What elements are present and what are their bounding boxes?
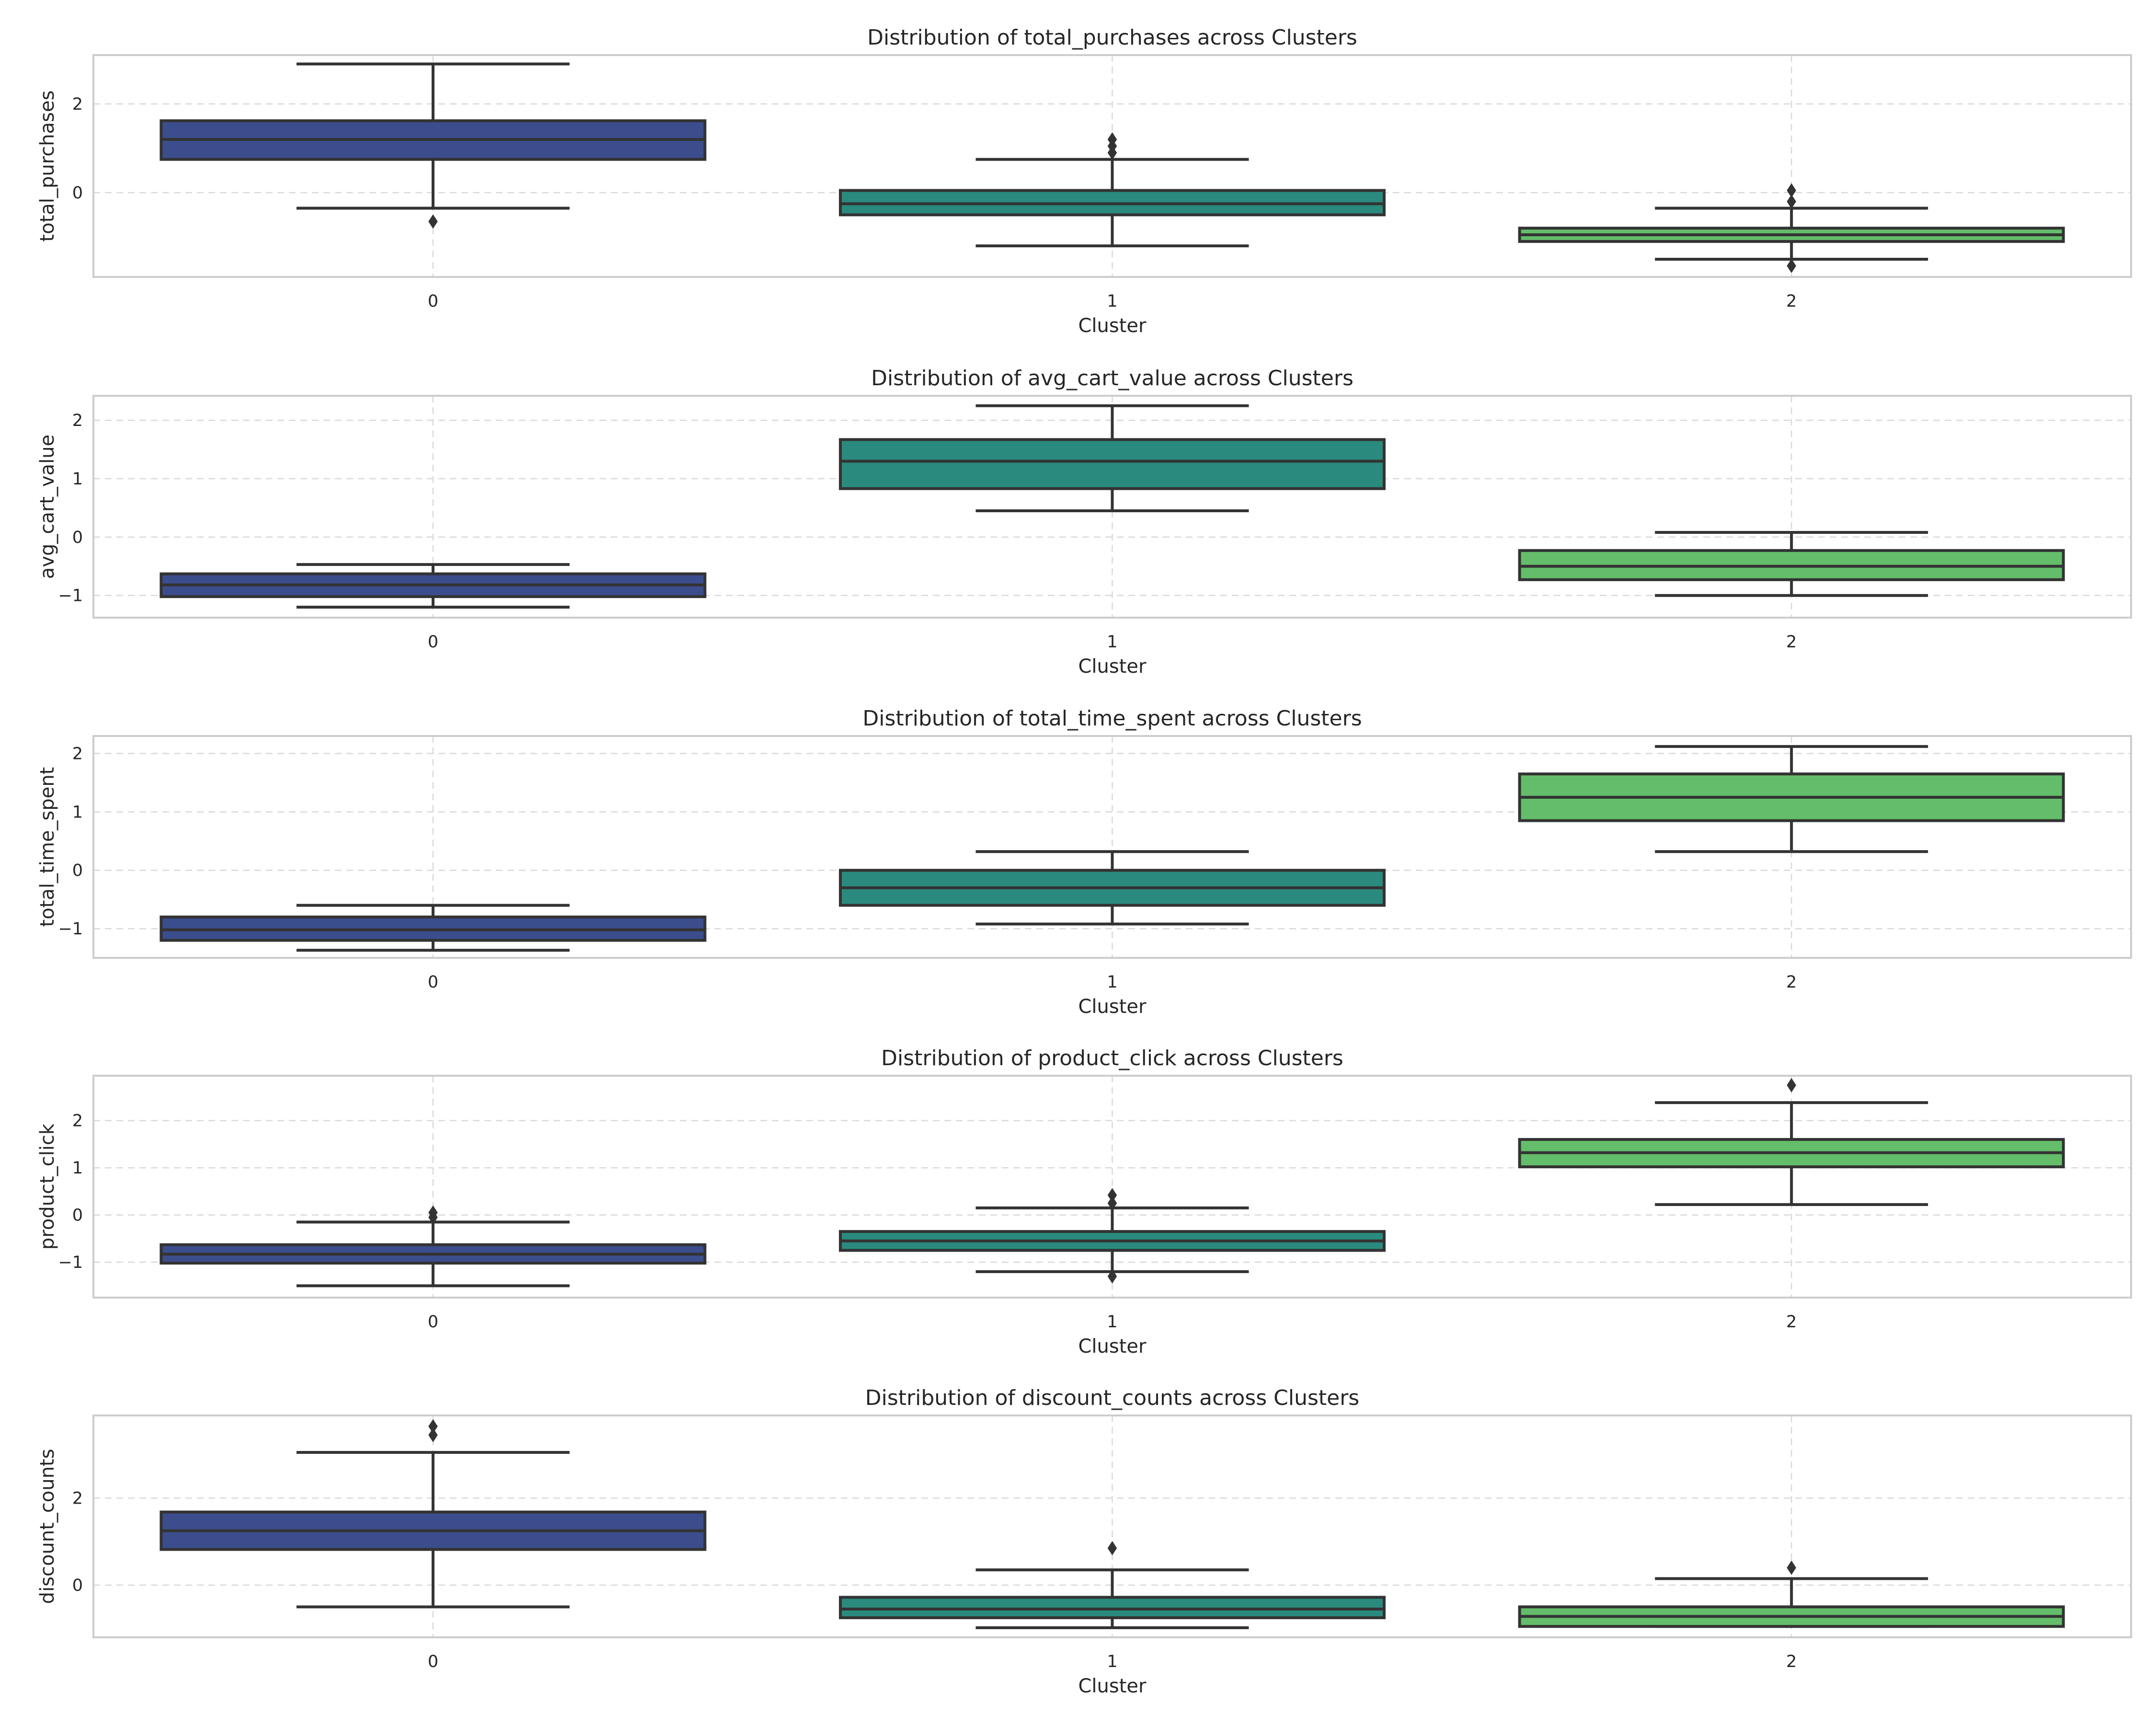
box-cluster-2 — [1518, 1078, 2065, 1206]
iqr-box — [839, 1596, 1386, 1620]
x-tick-label: 2 — [1786, 1652, 1797, 1671]
plot-frame — [92, 1075, 2132, 1299]
y-tick-label: 0 — [72, 1576, 83, 1595]
y-tick-label: 2 — [72, 1112, 83, 1131]
box-cluster-2 — [1518, 745, 2065, 853]
y-tick-label: 0 — [72, 1206, 83, 1225]
chart-panel-3: Distribution of product_click across Clu… — [36, 1046, 2132, 1357]
y-axis-label: product_click — [36, 1123, 58, 1250]
x-tick-label: 1 — [1107, 973, 1117, 992]
plot-frame — [92, 735, 2132, 959]
x-tick-label: 2 — [1786, 632, 1797, 652]
x-tick-label: 0 — [428, 973, 438, 992]
chart-title: Distribution of product_click across Clu… — [881, 1046, 1343, 1070]
y-tick-label: 0 — [72, 861, 83, 880]
box-cluster-1 — [839, 1541, 1386, 1630]
box-cluster-1 — [839, 404, 1386, 513]
x-tick-label: 1 — [1107, 1652, 1117, 1671]
outlier-point — [428, 1205, 438, 1220]
x-axis-label: Cluster — [1078, 1675, 1147, 1697]
y-tick-label: 2 — [72, 745, 83, 764]
outlier-point — [428, 1427, 438, 1442]
chart-title: Distribution of avg_cart_value across Cl… — [871, 366, 1353, 391]
chart-panel-2: Distribution of total_time_spent across … — [36, 706, 2132, 1018]
y-tick-label: 0 — [72, 184, 83, 203]
outlier-point — [1107, 132, 1117, 147]
x-tick-label: 2 — [1786, 1312, 1797, 1332]
box-cluster-2 — [1518, 1560, 2065, 1628]
chart-panel-4: Distribution of discount_counts across C… — [36, 1386, 2132, 1697]
y-axis-label: total_time_spent — [36, 767, 58, 927]
iqr-box — [839, 438, 1386, 490]
x-axis-label: Cluster — [1078, 996, 1147, 1018]
y-tick-label: −1 — [58, 920, 83, 939]
x-axis-label: Cluster — [1078, 315, 1147, 337]
y-tick-label: 2 — [72, 411, 83, 430]
box-cluster-0 — [160, 904, 707, 952]
y-tick-label: 1 — [72, 470, 83, 489]
box-cluster-1 — [839, 132, 1386, 248]
x-tick-label: 0 — [428, 292, 438, 311]
y-tick-label: 0 — [72, 528, 83, 547]
outlier-point — [1787, 1078, 1796, 1092]
box-cluster-0 — [160, 1419, 707, 1609]
y-axis-label: discount_counts — [36, 1449, 58, 1604]
outlier-point — [1787, 258, 1796, 273]
y-tick-label: 1 — [72, 803, 83, 822]
outlier-point — [1787, 1560, 1796, 1575]
x-tick-label: 0 — [428, 632, 438, 652]
y-tick-label: 2 — [72, 95, 83, 114]
plot-frame — [92, 1414, 2132, 1638]
y-tick-label: 1 — [72, 1159, 83, 1178]
outlier-point — [428, 214, 438, 229]
box-cluster-0 — [160, 62, 707, 229]
x-axis-label: Cluster — [1078, 1335, 1147, 1357]
chart-panel-1: Distribution of avg_cart_value across Cl… — [36, 366, 2132, 678]
chart-title: Distribution of total_time_spent across … — [862, 706, 1362, 731]
y-tick-label: 2 — [72, 1489, 83, 1508]
box-cluster-2 — [1518, 183, 2065, 273]
chart-panel-0: Distribution of total_purchases across C… — [36, 25, 2132, 337]
outlier-point — [1107, 1196, 1117, 1210]
y-axis-label: total_purchases — [36, 91, 58, 242]
chart-title: Distribution of total_purchases across C… — [867, 25, 1357, 50]
box-cluster-1 — [839, 1188, 1386, 1284]
box-cluster-2 — [1518, 531, 2065, 597]
chart-title: Distribution of discount_counts across C… — [865, 1386, 1359, 1410]
outlier-point — [1107, 1269, 1117, 1284]
x-tick-label: 1 — [1107, 292, 1117, 311]
y-axis-label: avg_cart_value — [36, 435, 58, 579]
box-cluster-0 — [160, 563, 707, 609]
box-cluster-0 — [160, 1205, 707, 1288]
plot-frame — [92, 395, 2132, 619]
y-tick-label: −1 — [58, 1253, 83, 1272]
outlier-point — [1107, 1541, 1117, 1555]
x-tick-label: 2 — [1786, 292, 1797, 311]
x-tick-label: 2 — [1786, 973, 1797, 992]
y-tick-label: −1 — [58, 586, 83, 606]
box-cluster-1 — [839, 850, 1386, 926]
plot-frame — [92, 54, 2132, 278]
x-axis-label: Cluster — [1078, 656, 1147, 678]
x-tick-label: 0 — [428, 1312, 438, 1332]
x-tick-label: 1 — [1107, 1312, 1117, 1332]
x-tick-label: 0 — [428, 1652, 438, 1671]
x-tick-label: 1 — [1107, 632, 1117, 652]
outlier-point — [1787, 194, 1796, 209]
outlier-point — [1787, 183, 1796, 198]
outlier-point — [428, 1419, 438, 1434]
outlier-point — [1107, 1188, 1117, 1203]
